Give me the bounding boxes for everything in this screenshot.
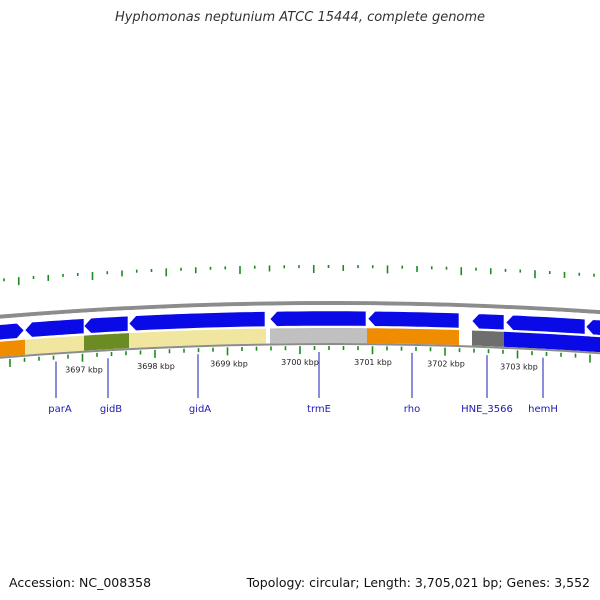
gene-label-hne_3566: HNE_3566	[461, 404, 513, 415]
gc-skew-ticks	[3, 265, 595, 286]
backbone-gap	[0, 305, 600, 322]
feature-color-track	[0, 328, 600, 359]
feature-block	[270, 328, 367, 344]
kbp-scale-labels: 3697 kbp 3698 kbp 3699 kbp 3700 kbp 3701 kbp…	[65, 358, 538, 375]
cds-arrow	[0, 322, 25, 341]
scale-label: 3700 kbp	[281, 358, 319, 367]
cds-arrow	[367, 310, 460, 329]
scale-label: 3699 kbp	[210, 359, 248, 368]
feature-block	[367, 328, 459, 346]
accession-label: Accession: NC_008358	[9, 575, 152, 590]
genome-summary: Topology: circular; Length: 3,705,021 bp…	[246, 575, 590, 590]
feature-block	[0, 339, 25, 357]
cds-arrow	[269, 310, 367, 327]
gene-label-para: parA	[48, 404, 72, 415]
cds-arrow	[585, 319, 600, 336]
gene-labels: parA gidB gidA trmE rho HNE_3566 hemH	[48, 352, 558, 415]
bottom-tick-marks	[9, 346, 591, 367]
scale-label: 3702 kbp	[427, 360, 465, 369]
cds-arrow	[128, 311, 266, 332]
cds-arrow	[83, 315, 129, 334]
scale-label: 3701 kbp	[354, 358, 392, 367]
gene-label-gidb: gidB	[100, 404, 122, 415]
map-title: Hyphomonas neptunium ATCC 15444, complet…	[114, 10, 486, 25]
cds-arrows-track	[0, 310, 600, 341]
gene-label-gida: gidA	[189, 404, 211, 415]
genome-backbone	[0, 301, 600, 322]
gene-label-rho: rho	[404, 404, 420, 415]
scale-label: 3703 kbp	[500, 363, 538, 372]
cds-arrow	[471, 313, 505, 331]
scale-label: 3698 kbp	[137, 362, 175, 371]
feature-block	[129, 328, 266, 349]
backbone-outer	[0, 301, 600, 319]
scale-label: 3697 kbp	[65, 366, 103, 375]
feature-block	[25, 335, 84, 355]
feature-block	[504, 331, 584, 352]
feature-block	[584, 336, 600, 353]
feature-block	[472, 330, 504, 347]
cds-arrow	[24, 318, 85, 338]
cds-arrow	[505, 314, 586, 335]
feature-block	[84, 333, 129, 351]
gene-label-hemh: hemH	[528, 404, 558, 415]
gene-label-trme: trmE	[307, 404, 331, 415]
